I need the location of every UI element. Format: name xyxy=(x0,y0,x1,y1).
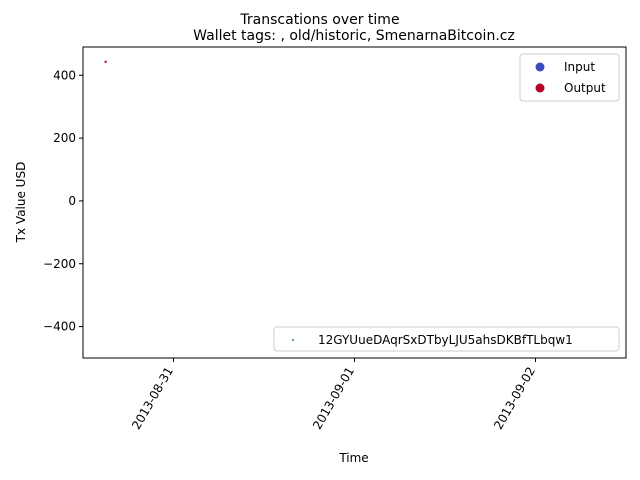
legend-input-marker xyxy=(535,62,545,72)
x-tick-label: 2013-09-01 xyxy=(310,365,357,432)
legend-input-label: Input xyxy=(564,60,595,74)
y-tick-label: 0 xyxy=(68,194,76,208)
x-tick-label: 2013-08-31 xyxy=(129,365,176,432)
y-ticks: −400 −200 0 200 400 xyxy=(43,68,83,334)
data-point-output xyxy=(104,60,107,63)
data-points xyxy=(104,60,107,63)
y-tick-label: 400 xyxy=(53,68,76,82)
legend-wallet: 12GYUueDAqrSxDTbyLJU5ahsDKBfTLbqw1 xyxy=(273,326,620,352)
legend-wallet-label: 12GYUueDAqrSxDTbyLJU5ahsDKBfTLbqw1 xyxy=(318,333,573,347)
legend-wallet-frame xyxy=(273,326,620,352)
legend-output-label: Output xyxy=(564,81,606,95)
y-tick-label: −200 xyxy=(43,257,76,271)
legend-wallet-marker xyxy=(292,339,294,341)
legend-output-marker xyxy=(535,83,545,93)
chart-title: Wallet tags: , old/historic, SmenarnaBit… xyxy=(193,28,515,44)
x-tick-label: 2013-09-02 xyxy=(491,365,538,432)
y-axis-label: Tx Value USD xyxy=(14,162,28,244)
legend-type: Input Output xyxy=(519,53,620,102)
chart-suptitle: Transcations over time xyxy=(239,12,399,28)
legend-type-frame xyxy=(519,53,620,102)
y-tick-label: 200 xyxy=(53,131,76,145)
y-tick-label: −400 xyxy=(43,320,76,334)
x-axis-label: Time xyxy=(338,451,368,465)
x-ticks: 2013-08-31 2013-09-01 2013-09-02 xyxy=(129,358,538,432)
